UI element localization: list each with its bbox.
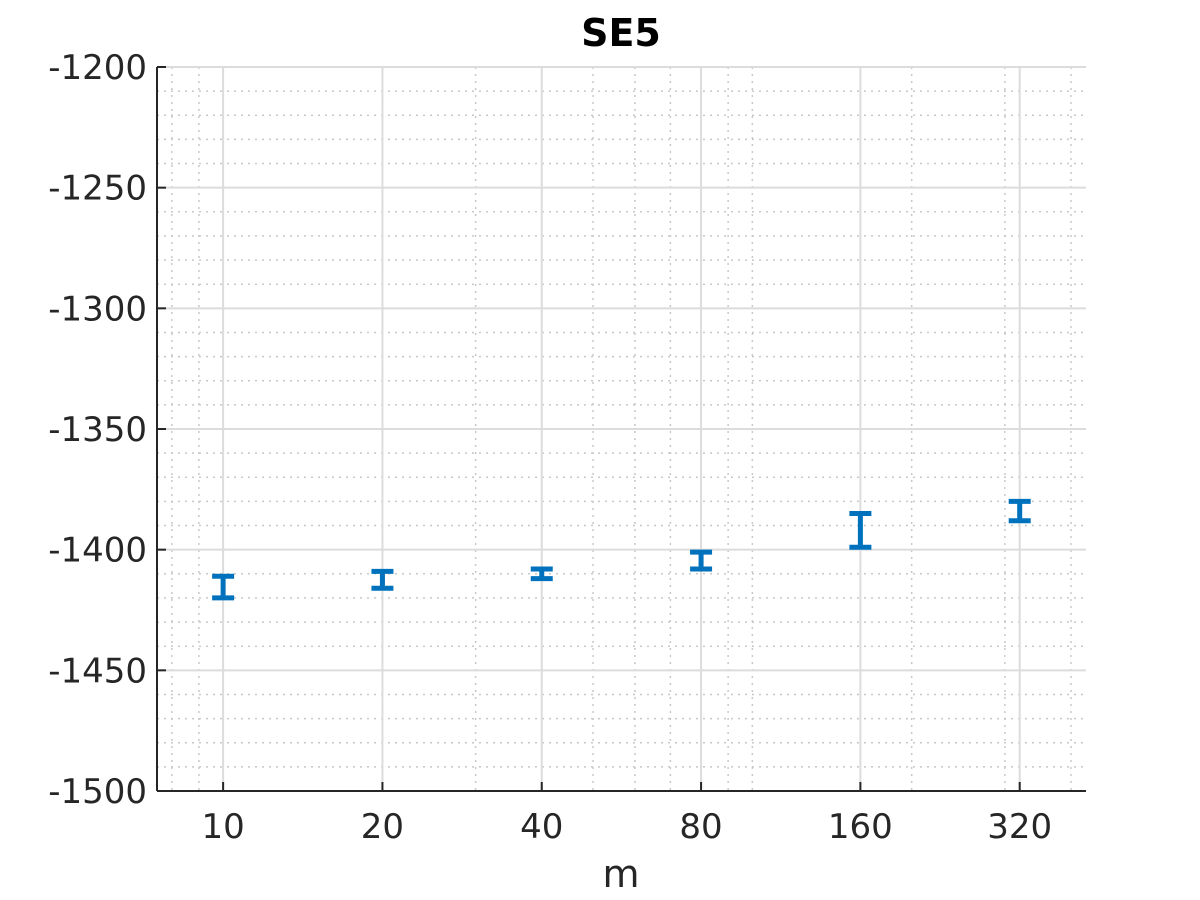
data-series (212, 498, 1031, 601)
x-tick-label: 20 (361, 807, 404, 847)
x-tick-label: 10 (201, 807, 244, 847)
error-bar (212, 573, 235, 601)
y-tick-label: -1350 (48, 410, 147, 450)
y-tick-label: -1250 (48, 169, 147, 209)
y-tick-label: -1500 (48, 772, 147, 812)
error-bar (1008, 498, 1031, 524)
x-tick-label: 40 (520, 807, 563, 847)
x-tick-label: 320 (987, 807, 1052, 847)
error-bar (849, 510, 872, 550)
chart-title: SE5 (581, 11, 661, 55)
error-bar (690, 549, 713, 572)
y-tick-label: -1300 (48, 289, 147, 329)
x-tick-label: 80 (679, 807, 722, 847)
y-tick-label: -1200 (48, 48, 147, 88)
y-ticks: -1500 -1450 -1400 -1350 -1300 -1250 -1200 (48, 48, 166, 812)
major-grid (157, 66, 1086, 792)
error-bar (371, 568, 394, 591)
x-tick-label: 160 (828, 807, 893, 847)
x-axis-label: m (602, 852, 639, 896)
x-ticks: 10 20 40 80 160 320 (201, 782, 1052, 847)
error-bar (530, 566, 553, 582)
y-tick-label: -1450 (48, 651, 147, 691)
y-tick-label: -1400 (48, 531, 147, 571)
